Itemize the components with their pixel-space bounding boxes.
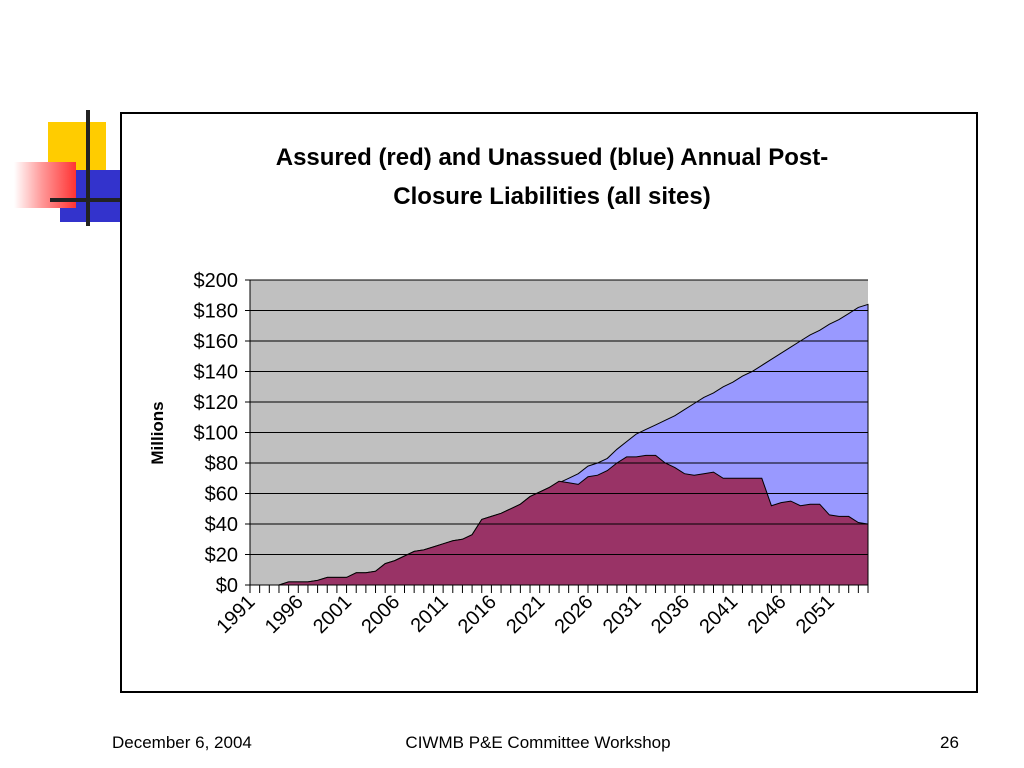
- x-tick-label: 2051: [792, 591, 839, 638]
- y-tick-label: $100: [194, 423, 239, 445]
- footer-page-number: 26: [940, 733, 959, 752]
- chart-frame: Assured (red) and Unassued (blue) Annual…: [120, 112, 978, 693]
- x-tick-label: 1996: [261, 591, 308, 638]
- x-tick-label: 2026: [551, 591, 598, 638]
- x-tick-label: 1991: [213, 591, 260, 638]
- y-tick-label: $120: [194, 392, 239, 414]
- y-tick-label: $200: [194, 270, 239, 292]
- x-tick-label: 2041: [695, 591, 742, 638]
- y-tick-label: $80: [205, 453, 238, 475]
- y-tick-label: $140: [194, 362, 239, 384]
- x-tick-label: 2031: [599, 591, 646, 638]
- chart-title-line-1: Assured (red) and Unassued (blue) Annual…: [276, 144, 829, 171]
- y-tick-label: $20: [205, 545, 238, 567]
- area-chart: Assured (red) and Unassued (blue) Annual…: [148, 144, 869, 638]
- series-area-assured: [250, 454, 869, 586]
- y-axis-title: Millions: [148, 401, 167, 464]
- x-tick-label: 2036: [647, 591, 694, 638]
- x-tick-label: 2001: [309, 591, 356, 638]
- corner-decoration: [14, 110, 124, 226]
- y-tick-label: $180: [194, 301, 239, 323]
- footer-date: December 6, 2004: [112, 733, 252, 752]
- footer-workshop: CIWMB P&E Committee Workshop: [405, 733, 671, 752]
- x-tick-label: 2021: [502, 591, 549, 638]
- y-tick-label: $60: [205, 484, 238, 506]
- chart-title-line-2: Closure Liabilities (all sites): [393, 183, 710, 210]
- x-tick-label: 2011: [407, 591, 453, 637]
- x-tick-label: 2016: [454, 591, 501, 638]
- x-tick-label: 2006: [357, 591, 404, 638]
- y-tick-label: $160: [194, 331, 239, 353]
- y-tick-label: $0: [216, 575, 238, 597]
- x-tick-label: 2046: [744, 591, 791, 638]
- y-tick-label: $40: [205, 514, 238, 536]
